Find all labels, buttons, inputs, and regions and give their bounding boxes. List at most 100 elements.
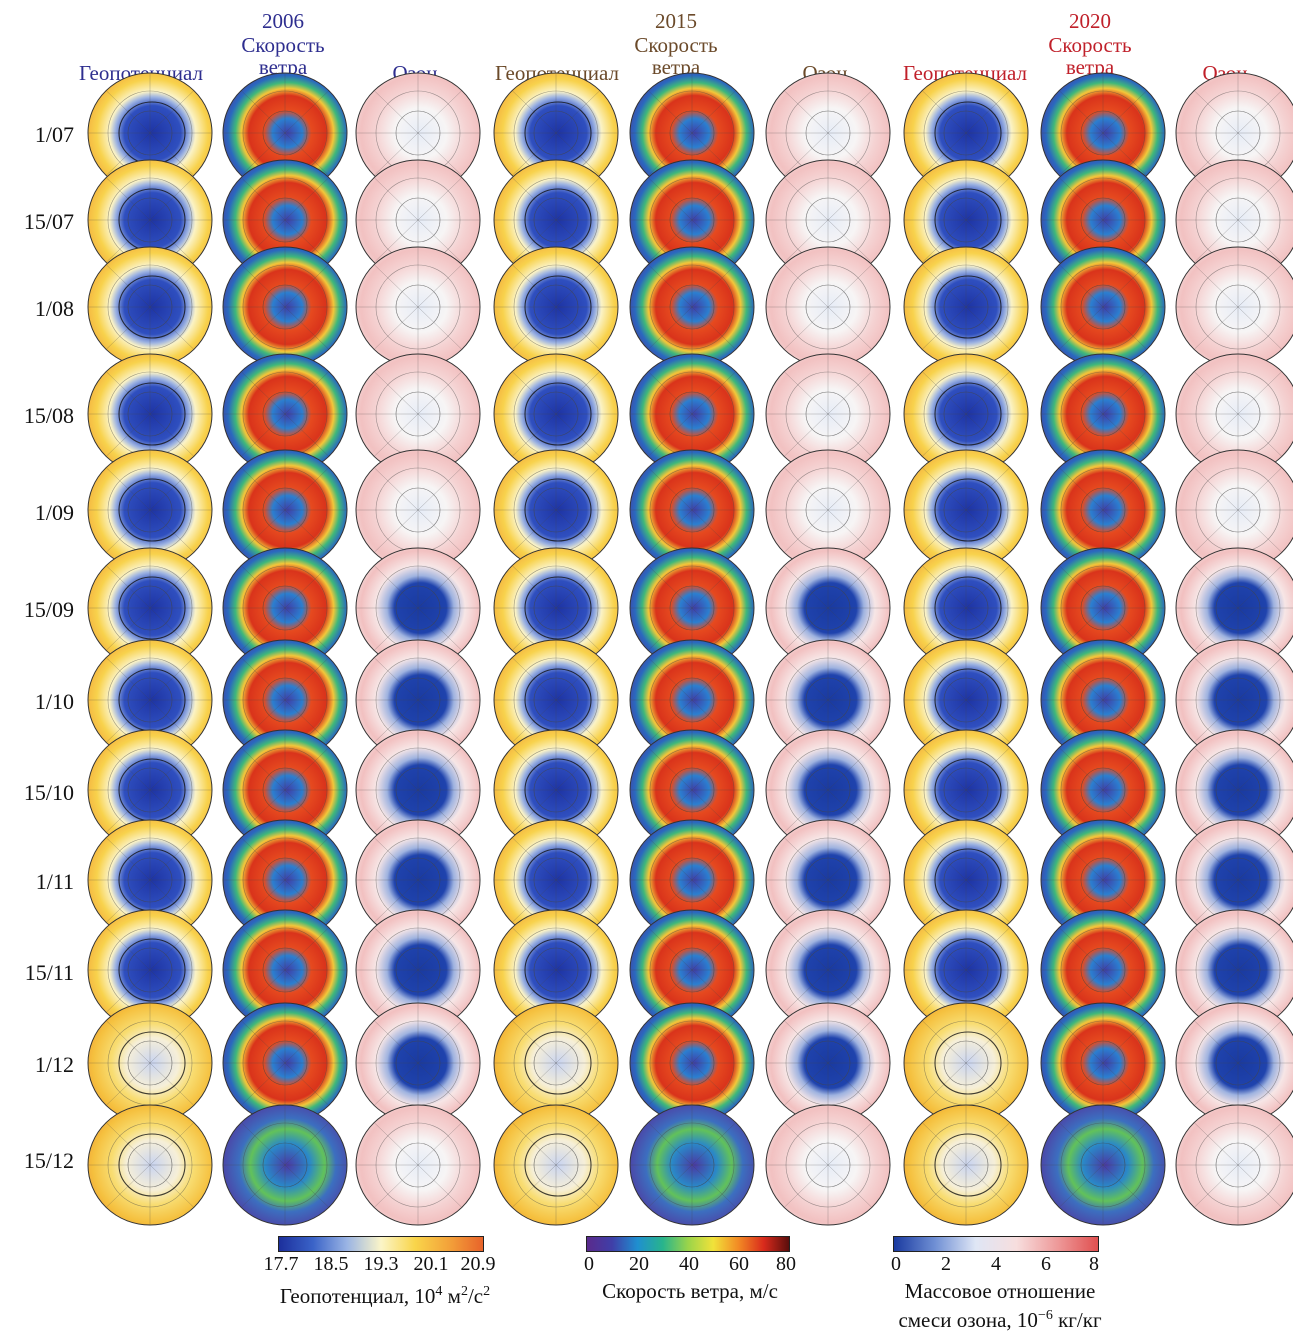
polar-map-panel: [87, 353, 213, 475]
polar-map-panel: [87, 1104, 213, 1226]
title-text: Геопотенциал, 10: [279, 1284, 436, 1308]
date-label: 15/09: [23, 597, 74, 622]
year-label-2020: 2020: [1069, 9, 1111, 33]
tick-label: 18.5: [313, 1253, 349, 1275]
polar-map-panel: [1040, 72, 1166, 194]
tick-label: 2: [941, 1253, 951, 1275]
title-sup: −6: [1037, 1308, 1053, 1323]
polar-map-panel: [355, 1002, 481, 1124]
polar-map-panel: [629, 72, 755, 194]
polar-map-panel: [629, 246, 755, 368]
polar-map-panel: [903, 246, 1029, 368]
tick-label: 19.3: [363, 1253, 399, 1275]
polar-map-panel: [355, 72, 481, 194]
polar-map-panel: [1040, 449, 1166, 571]
polar-map-panel: [87, 449, 213, 571]
colorbar-ozone-title-line1: Массовое отношение: [904, 1279, 1096, 1303]
polar-map-panel: [629, 353, 755, 475]
polar-map-panel: [903, 1002, 1029, 1124]
polar-map-panel: [1040, 1104, 1166, 1226]
polar-map-panel: [493, 72, 619, 194]
polar-map-panel: [903, 159, 1029, 281]
tick-label: 60: [729, 1253, 749, 1275]
polar-map-panel: [629, 729, 755, 851]
polar-map-panel: [222, 449, 348, 571]
year-label-2015: 2015: [655, 9, 697, 33]
polar-map-panel: [765, 819, 891, 941]
title-sup: 4: [435, 1284, 443, 1299]
date-label: 15/11: [24, 960, 74, 985]
polar-map-panel: [765, 1104, 891, 1226]
date-label: 15/12: [23, 1148, 74, 1173]
tick-label: 80: [776, 1253, 796, 1275]
polar-map-panel: [1175, 246, 1293, 368]
tick-label: 40: [679, 1253, 699, 1275]
polar-map-panel: [903, 1104, 1029, 1226]
polar-map-panel: [629, 909, 755, 1031]
polar-map-panel: [222, 729, 348, 851]
tick-label: 20: [629, 1253, 649, 1275]
tick-label: 0: [891, 1253, 901, 1275]
colorbar-wind-gradient: [586, 1236, 790, 1252]
date-label: 15/08: [23, 403, 74, 428]
date-label: 1/12: [34, 1052, 74, 1077]
polar-map-panel: [355, 1104, 481, 1226]
wind-label-2006: Скорость ветра: [241, 33, 325, 79]
tick-label: 20.9: [460, 1253, 496, 1275]
title-text: смеси озона, 10: [898, 1308, 1038, 1332]
polar-map-panel: [629, 449, 755, 571]
polar-map-panel: [222, 159, 348, 281]
polar-map-panel: [1175, 1104, 1293, 1226]
wind-label-2015: Скорость ветра: [634, 33, 718, 79]
polar-map-panel: [87, 246, 213, 368]
polar-map-panel: [903, 353, 1029, 475]
polar-map-panel: [765, 246, 891, 368]
polar-map-panel: [1040, 819, 1166, 941]
polar-map-panel: [87, 909, 213, 1031]
date-label: 1/09: [34, 500, 74, 525]
polar-map-panel: [629, 1104, 755, 1226]
polar-map-panel: [222, 1104, 348, 1226]
tick-label: 0: [584, 1253, 594, 1275]
polar-map-panel: [493, 1104, 619, 1226]
tick-label: 8: [1089, 1253, 1099, 1275]
polar-map-panel: [1040, 547, 1166, 669]
polar-map-panel: [87, 819, 213, 941]
colorbar-geopotential-title: Геопотенциал, 104 м2/с2: [230, 1280, 540, 1308]
title-text: кг/кг: [1052, 1308, 1102, 1332]
colorbar-ozone-title-line2: смеси озона, 10−6 кг/кг: [850, 1304, 1150, 1332]
date-label: 1/07: [34, 122, 74, 147]
polar-map-panel: [1040, 1002, 1166, 1124]
polar-map-panel: [765, 639, 891, 761]
colorbar-ozone-gradient: [893, 1236, 1099, 1252]
polar-map-panel: [222, 72, 348, 194]
polar-map-panel: [1175, 639, 1293, 761]
colorbar-geopotential-gradient: [278, 1236, 484, 1252]
date-label: 15/07: [23, 209, 74, 234]
polar-map-panel: [355, 909, 481, 1031]
polar-map-panel: [222, 246, 348, 368]
title-sup: 2: [483, 1284, 491, 1299]
polar-map-grid: [87, 72, 1293, 1226]
date-label: 1/10: [34, 689, 74, 714]
title-text: /с: [467, 1284, 484, 1308]
polar-map-panel: [493, 246, 619, 368]
colorbar-wind-title: Скорость ветра, м/с: [602, 1279, 778, 1303]
year-label-2006: 2006: [262, 9, 304, 33]
title-text: м: [442, 1284, 461, 1308]
polar-map-panel: [355, 246, 481, 368]
tick-label: 17.7: [263, 1253, 299, 1275]
polar-map-panel: [493, 449, 619, 571]
polar-map-panel: [355, 449, 481, 571]
polar-map-panel: [222, 547, 348, 669]
date-label: 1/08: [34, 296, 74, 321]
polar-map-panel: [1040, 159, 1166, 281]
polar-map-panel: [765, 72, 891, 194]
polar-map-panel: [222, 1002, 348, 1124]
polar-map-panel: [355, 353, 481, 475]
polar-map-panel: [1040, 729, 1166, 851]
date-label: 15/10: [23, 780, 74, 805]
polar-map-panel: [1040, 246, 1166, 368]
polar-map-panel: [1175, 72, 1293, 194]
polar-map-panel: [493, 353, 619, 475]
